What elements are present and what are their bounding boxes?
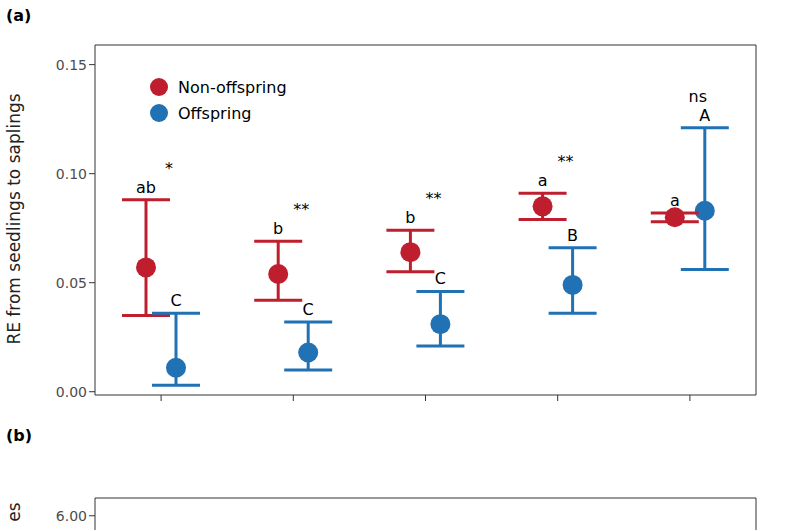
svg-text:a: a <box>670 191 680 210</box>
svg-text:ab: ab <box>136 178 156 197</box>
svg-text:**: ** <box>293 200 309 219</box>
svg-text:0.10: 0.10 <box>56 166 87 182</box>
svg-text:C: C <box>170 291 181 310</box>
svg-text:C: C <box>303 300 314 319</box>
svg-text:ns: ns <box>689 87 707 106</box>
html-text:Non-offspring: Non-offspring <box>178 77 287 97</box>
svg-text:**: ** <box>425 189 441 208</box>
svg-text:A: A <box>699 106 710 125</box>
svg-text:B: B <box>567 226 578 245</box>
svg-text:b: b <box>273 219 283 238</box>
svg-text:a: a <box>538 171 548 190</box>
svg-text:0.15: 0.15 <box>56 57 87 73</box>
svg-text:C: C <box>435 269 446 288</box>
svg-text:b: b <box>405 208 415 227</box>
svg-text:6.00: 6.00 <box>56 508 87 524</box>
svg-text:0.00: 0.00 <box>56 384 87 400</box>
svg-text:**: ** <box>558 152 574 171</box>
svg-text:0.05: 0.05 <box>56 275 87 291</box>
html-text:es: es <box>4 502 24 522</box>
svg-text:*: * <box>165 159 173 178</box>
html-text:(b): (b) <box>6 426 33 445</box>
html-text:RE from seedlings to saplings: RE from seedlings to saplings <box>4 93 24 345</box>
html-text:Offspring: Offspring <box>178 103 252 123</box>
html-text:(a): (a) <box>6 6 32 25</box>
